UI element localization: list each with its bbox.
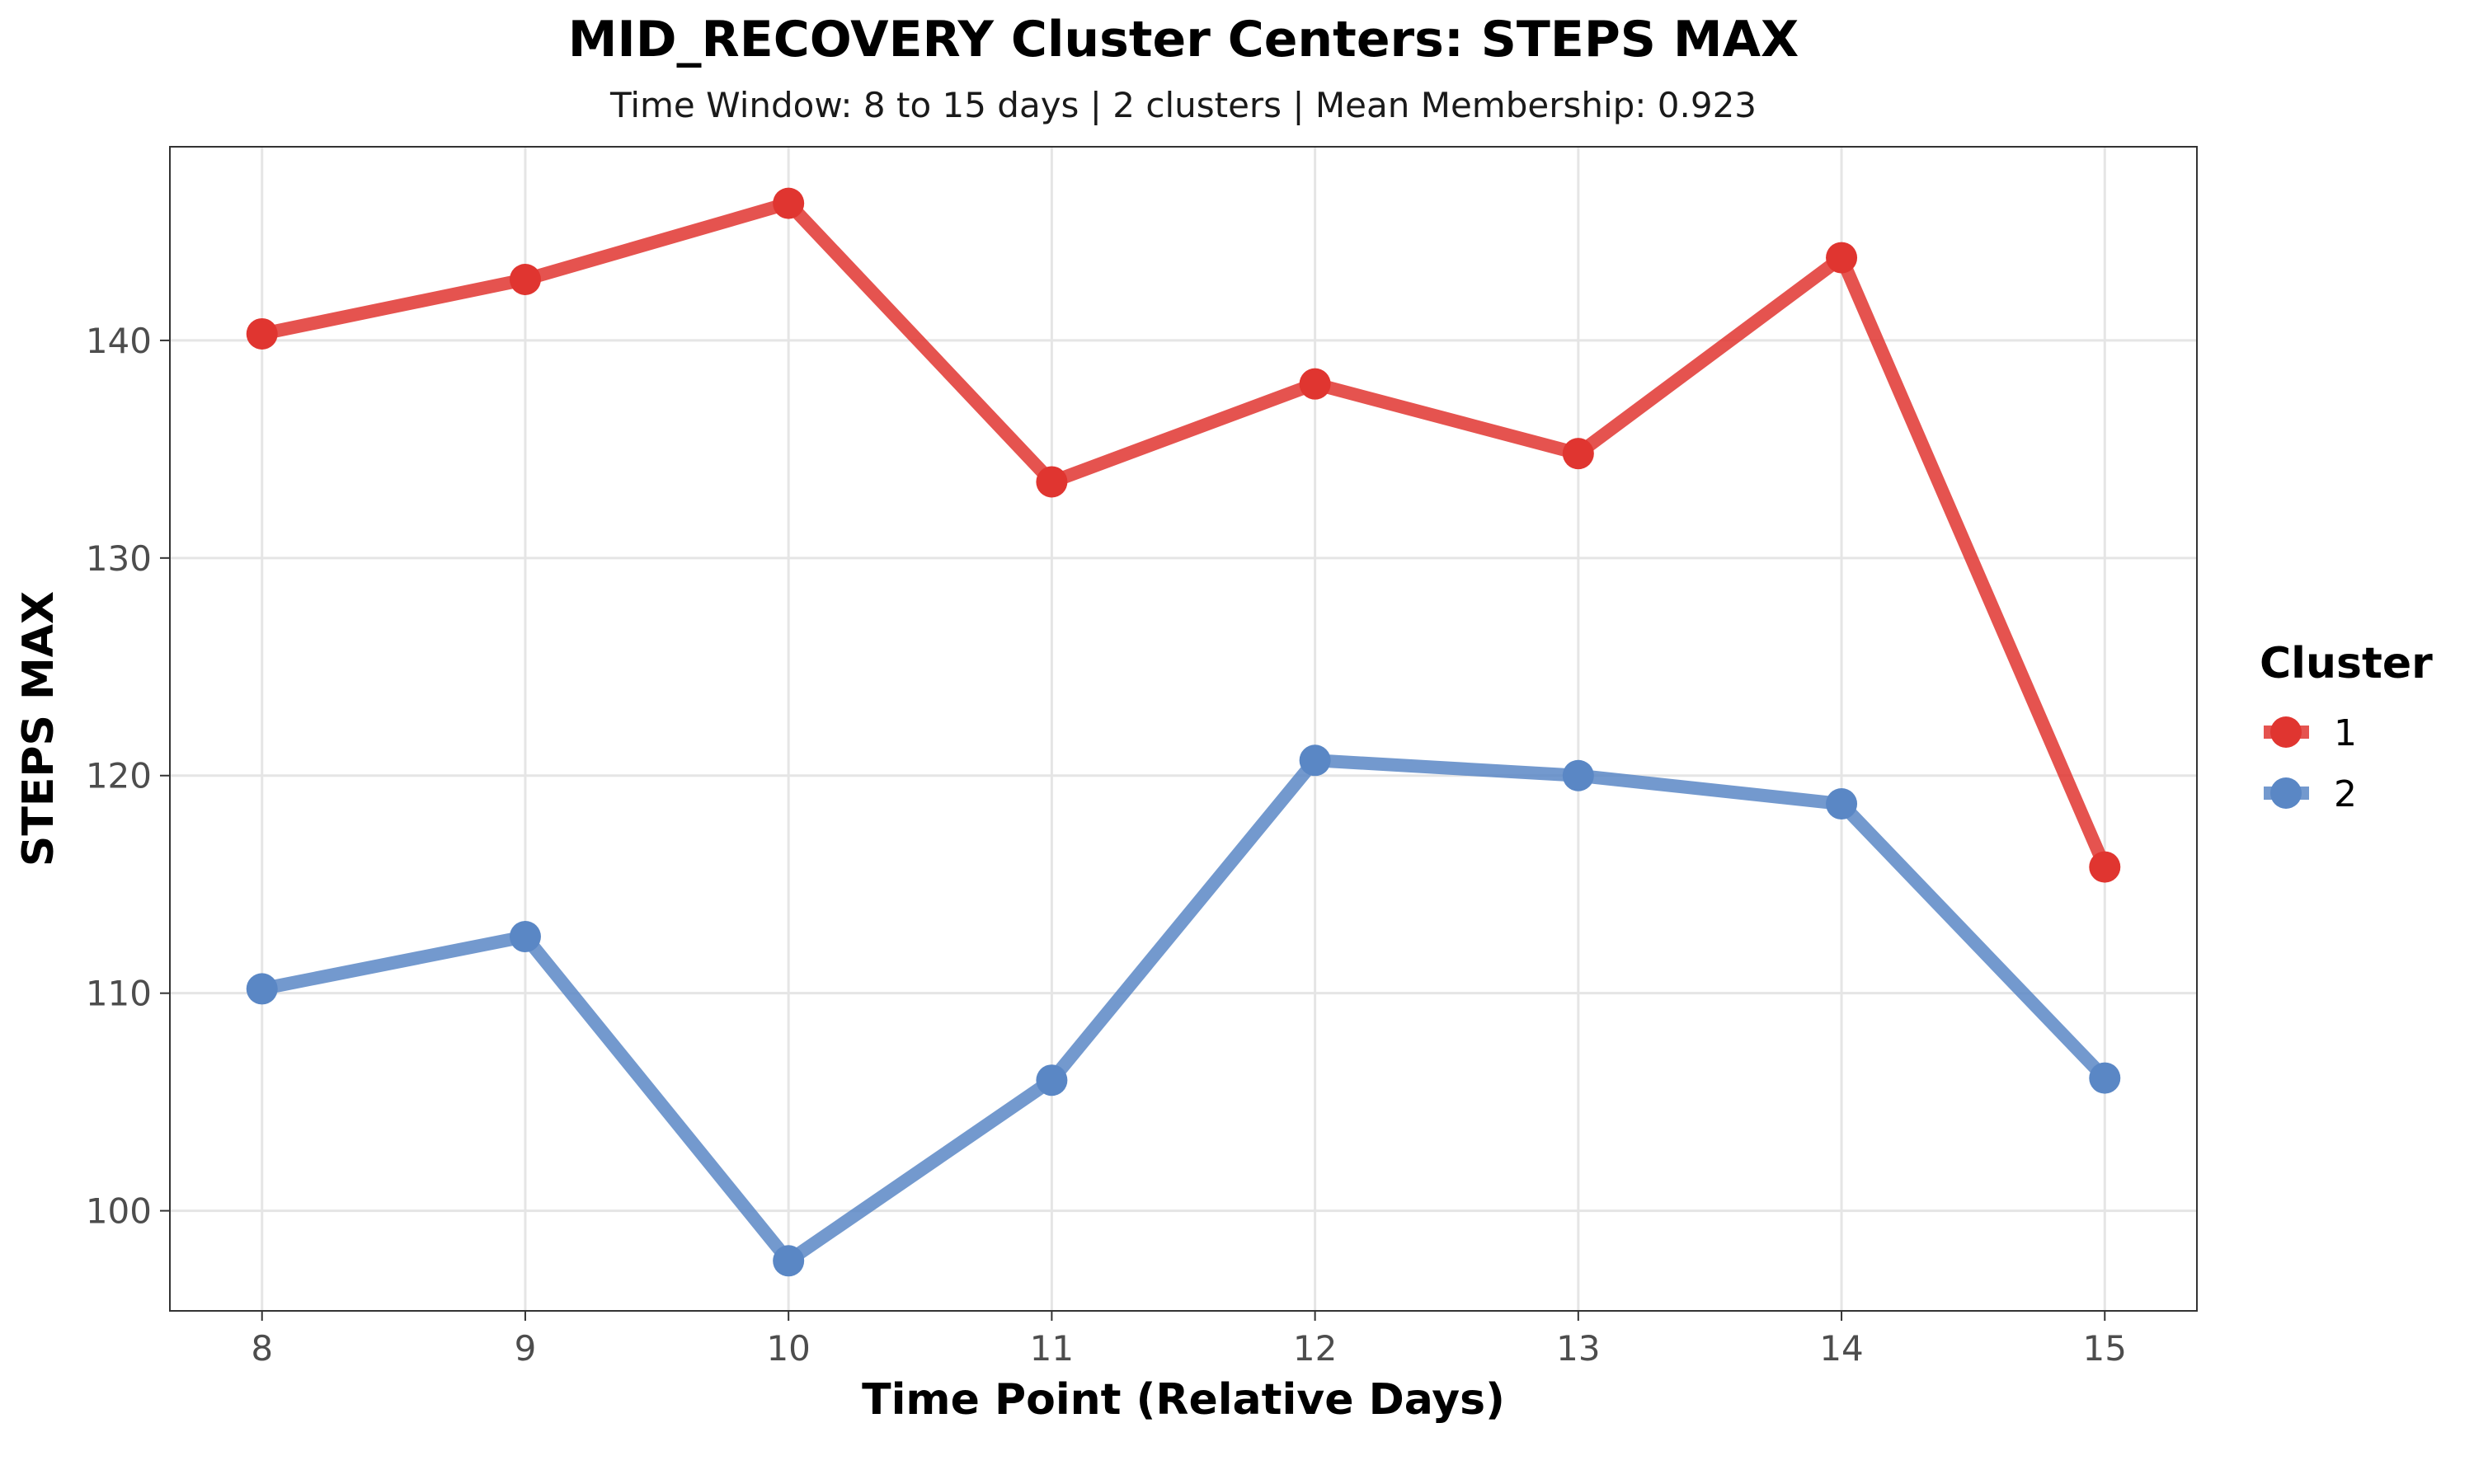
- y-axis-title: STEPS MAX: [14, 591, 63, 866]
- y-tick-label: 110: [86, 974, 152, 1014]
- legend-label: 2: [2334, 773, 2357, 815]
- x-axis-title: Time Point (Relative Days): [862, 1375, 1505, 1425]
- x-tick-label: 12: [1293, 1328, 1337, 1369]
- y-tick-label: 120: [86, 756, 152, 796]
- series-2-line: [255, 754, 2112, 1268]
- x-tick-label: 8: [251, 1328, 273, 1369]
- legend-point-swatch: [2270, 777, 2302, 809]
- x-tick-label: 14: [1819, 1328, 1863, 1369]
- series-2-point: [1562, 759, 1594, 791]
- series-2-point: [1299, 744, 1331, 777]
- legend-item-1: 1: [2264, 712, 2357, 754]
- series-2-point: [773, 1245, 805, 1277]
- axis-ticks: 8 9 10 11 12 13 14 15 100 110 120 130 140: [86, 321, 2127, 1369]
- legend-point-swatch: [2270, 716, 2302, 748]
- series-1-point: [1826, 242, 1858, 274]
- series-2-point: [1036, 1064, 1068, 1097]
- x-tick-label: 11: [1030, 1328, 1074, 1369]
- series-2-point: [1826, 788, 1858, 820]
- y-tick-label: 140: [86, 321, 152, 361]
- series-1-line: [255, 196, 2112, 874]
- series-2: [246, 744, 2121, 1277]
- series-2-point: [246, 973, 278, 1005]
- series-1-point: [509, 263, 541, 295]
- y-tick-label: 100: [86, 1191, 152, 1232]
- chart-title: MID_RECOVERY Cluster Centers: STEPS MAX: [568, 11, 1799, 68]
- chart-subtitle: Time Window: 8 to 15 days | 2 clusters |…: [609, 85, 1757, 125]
- series-1-point: [2089, 851, 2121, 883]
- x-tick-label: 9: [515, 1328, 537, 1369]
- series-2-point: [2089, 1062, 2121, 1094]
- x-tick-label: 10: [766, 1328, 810, 1369]
- series-1-point: [1299, 368, 1331, 400]
- plot-area: [169, 146, 2198, 1312]
- series-1: [246, 187, 2121, 883]
- series-1-point: [773, 187, 805, 219]
- series-1-point: [1562, 438, 1594, 470]
- legend-item-2: 2: [2264, 773, 2357, 815]
- legend-label: 1: [2334, 712, 2357, 754]
- x-tick-label: 13: [1556, 1328, 1600, 1369]
- series-1-point: [246, 317, 278, 350]
- grid: [170, 147, 2197, 1311]
- x-tick-label: 15: [2083, 1328, 2127, 1369]
- series-group: [246, 187, 2121, 1277]
- legend: Cluster 1 2: [2260, 639, 2433, 815]
- series-1-point: [1036, 466, 1068, 498]
- legend-title: Cluster: [2260, 639, 2433, 688]
- y-tick-label: 130: [86, 538, 152, 579]
- series-2-point: [509, 921, 541, 953]
